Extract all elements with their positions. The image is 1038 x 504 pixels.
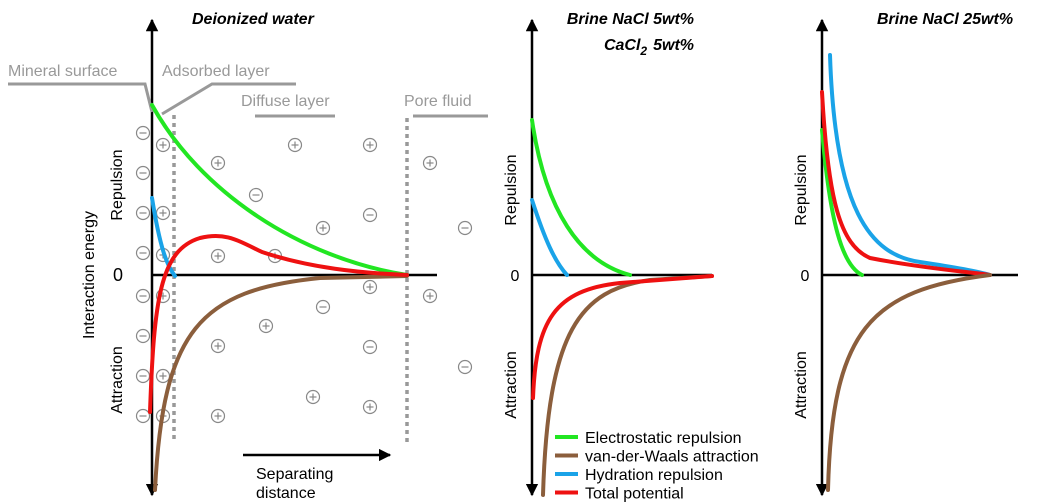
curve [153, 274, 409, 492]
ion-circle [135, 205, 151, 221]
curve [828, 53, 992, 277]
ion [155, 368, 171, 384]
ion-circle [135, 408, 151, 424]
curve [148, 233, 409, 414]
ion-circle [287, 137, 303, 153]
repulsion-label: Repulsion [793, 154, 810, 225]
ion [210, 155, 226, 171]
ion-circle [135, 288, 151, 304]
ion [135, 368, 151, 384]
ion [362, 339, 378, 355]
ion [362, 399, 378, 415]
attraction-label: Attraction [503, 351, 520, 419]
curve [150, 196, 177, 278]
panel-title: Deionized water [192, 11, 315, 28]
ion [362, 137, 378, 153]
ion [315, 220, 331, 236]
repulsion-label: Repulsion [109, 149, 126, 220]
ions [135, 125, 473, 424]
panel-title: Brine NaCl 5wt% [567, 11, 694, 28]
ion-circle [422, 155, 438, 171]
ion [155, 205, 171, 221]
y-axis-label: Interaction energy [81, 211, 98, 339]
ion [422, 288, 438, 304]
ion [362, 207, 378, 223]
ion-circle [135, 245, 151, 261]
ion [315, 299, 331, 315]
ion-circle [135, 368, 151, 384]
ion-circle [457, 220, 473, 236]
curve [530, 198, 569, 277]
ion-circle [362, 399, 378, 415]
legend-label: Total potential [585, 486, 684, 503]
ion-circle [210, 155, 226, 171]
zone-label: Adsorbed layer [162, 63, 270, 80]
ion [210, 248, 226, 264]
ion-circle [362, 137, 378, 153]
curve [530, 118, 632, 277]
zero-label: 0 [113, 265, 123, 285]
zone-label: Pore fluid [404, 93, 472, 110]
panel-title: CaCl2 5wt% [604, 37, 694, 58]
ion [155, 137, 171, 153]
ion [135, 205, 151, 221]
ion [135, 328, 151, 344]
legend-label: Electrostatic repulsion [585, 430, 742, 447]
zero-label: 0 [801, 268, 810, 285]
attraction-label: Attraction [109, 346, 126, 414]
ion-circle [457, 359, 473, 375]
ion-circle [258, 318, 274, 334]
ion-circle [362, 207, 378, 223]
curve [531, 274, 714, 400]
ion-circle [135, 165, 151, 181]
ion-circle [305, 389, 321, 405]
ion [210, 408, 226, 424]
ion [305, 389, 321, 405]
ion [135, 245, 151, 261]
ion-circle [135, 328, 151, 344]
curve [820, 128, 864, 277]
ion-circle [315, 299, 331, 315]
ion-circle [155, 137, 171, 153]
ion-circle [210, 248, 226, 264]
legend-label: van-der-Waals attraction [585, 449, 759, 466]
legend-label: Hydration repulsion [585, 467, 723, 484]
ion-circle [422, 288, 438, 304]
ion [258, 318, 274, 334]
ion [457, 359, 473, 375]
attraction-label: Attraction [793, 351, 810, 419]
x-axis-label: distance [256, 485, 316, 502]
ion [135, 165, 151, 181]
repulsion-label: Repulsion [503, 154, 520, 225]
ion-circle [248, 187, 264, 203]
zone-label: Mineral surface [8, 63, 117, 80]
ion [210, 338, 226, 354]
curve [820, 90, 992, 277]
ion [248, 187, 264, 203]
ion-circle [135, 125, 151, 141]
ion-circle [362, 279, 378, 295]
ion-circle [362, 339, 378, 355]
leader [8, 82, 154, 113]
zero-label: 0 [511, 268, 520, 285]
ion [362, 279, 378, 295]
x-axis-label: Separating [256, 466, 333, 483]
ion [135, 125, 151, 141]
legend: Electrostatic repulsion van-der-Waals att… [555, 430, 759, 503]
ion-circle [210, 408, 226, 424]
leader [161, 82, 296, 116]
ion-circle [210, 338, 226, 354]
ion [135, 408, 151, 424]
curve [826, 273, 992, 492]
ion [422, 155, 438, 171]
curve [150, 103, 409, 277]
ion [457, 220, 473, 236]
ion [287, 137, 303, 153]
panel-title: Brine NaCl 25wt% [877, 11, 1013, 28]
ion [135, 288, 151, 304]
zone-label: Diffuse layer [241, 93, 330, 110]
ion-circle [315, 220, 331, 236]
